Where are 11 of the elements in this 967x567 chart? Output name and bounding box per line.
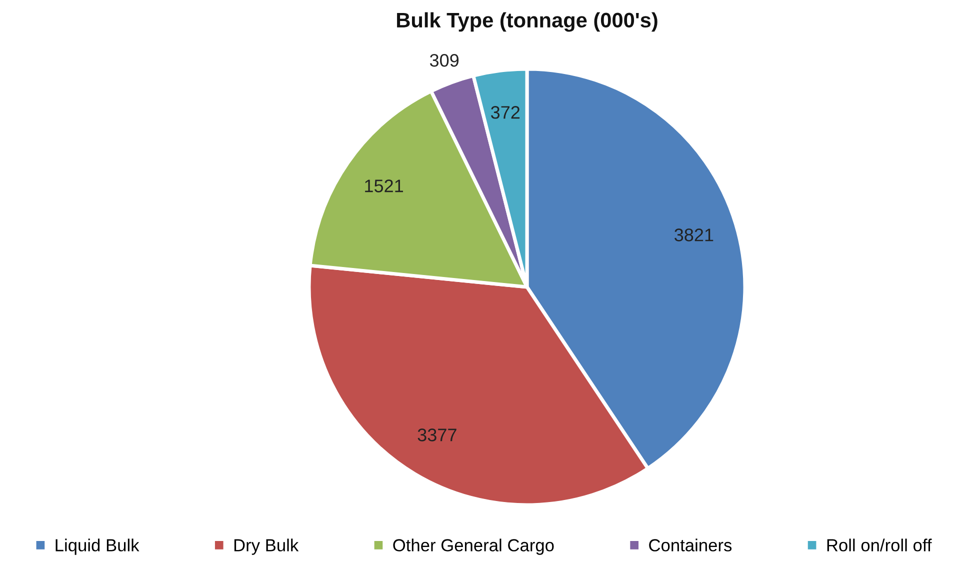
chart-title: Bulk Type (tonnage (000's): [397, 12, 658, 32]
legend-label: Liquid Bulk: [56, 538, 140, 555]
data-label: 372: [491, 106, 520, 119]
legend-label: Dry Bulk: [234, 538, 299, 555]
data-label: 3377: [418, 428, 456, 442]
data-label: 1521: [365, 180, 403, 192]
legend-label: Other General Cargo: [393, 538, 554, 555]
data-label: 309: [430, 54, 459, 67]
legend-label: Roll on/roll off: [827, 538, 932, 552]
legend-label: Containers: [649, 538, 732, 552]
data-label: 3821: [674, 228, 714, 242]
